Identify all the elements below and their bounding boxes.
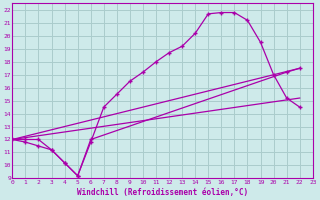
X-axis label: Windchill (Refroidissement éolien,°C): Windchill (Refroidissement éolien,°C)	[77, 188, 248, 197]
